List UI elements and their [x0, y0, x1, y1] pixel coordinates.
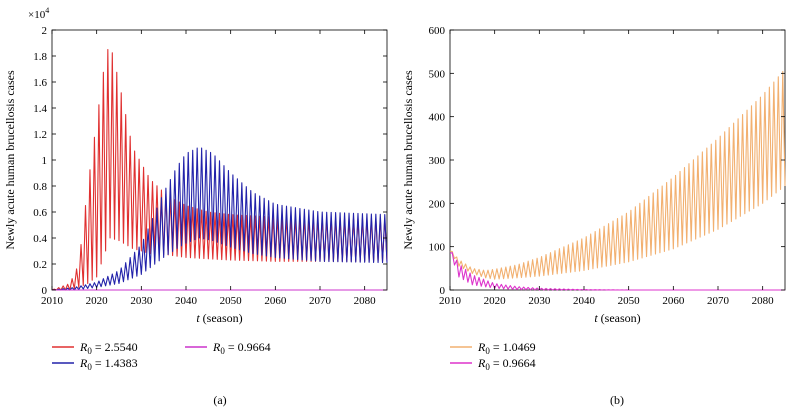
x-axis-label: t (season) [196, 311, 242, 325]
legend-label: R0 = 2.5540 [79, 340, 138, 356]
y-tick-label: 0.4 [33, 233, 47, 245]
y-tick-label: 1.4 [33, 103, 47, 115]
x-tick-label: 2060 [264, 295, 287, 307]
x-tick-label: 2030 [130, 295, 153, 307]
x-tick-label: 2070 [707, 295, 730, 307]
x-tick-label: 2020 [484, 295, 507, 307]
series-line-1 [449, 71, 786, 280]
y-axis-label: Newly acute human brucellosis cases [3, 70, 17, 250]
x-axis-label: t (season) [594, 311, 640, 325]
x-tick-label: 2010 [41, 295, 64, 307]
legend-label: R0 = 1.4383 [79, 356, 138, 372]
chart-panel-1: 2010 2020 2030 2040 2050 2060 2070 2080 0 0.2 0.4 0… [3, 6, 388, 407]
y-tick-label: 0 [42, 285, 48, 297]
x-tick-label: 2050 [618, 295, 641, 307]
y-tick-label: 2 [42, 25, 48, 37]
y-tick-label: 100 [429, 242, 446, 254]
x-tick-label: 2080 [354, 295, 377, 307]
y-tick-label: 600 [429, 25, 446, 37]
x-tick-label: 2040 [573, 295, 596, 307]
x-tick-label: 2040 [175, 295, 198, 307]
y-tick-label: 1.6 [33, 77, 47, 89]
y-axis-label: Newly acute human brucellosis cases [401, 70, 415, 250]
y-tick-label: 0.2 [33, 259, 47, 271]
panel-label: (b) [610, 393, 624, 407]
panel-label: (a) [213, 393, 226, 407]
x-tick-label: 2070 [309, 295, 332, 307]
y-tick-label: 0 [440, 285, 446, 297]
y-tick-label: 500 [429, 68, 446, 80]
legend-label: R0 = 1.0469 [477, 340, 536, 356]
x-tick-label: 2080 [752, 295, 775, 307]
y-tick-label: 1.8 [33, 51, 47, 63]
chart-panel-2: 2010 2020 2030 2040 2050 2060 2070 2080 0 100 200 3… [401, 25, 786, 407]
y-tick-label: 1 [42, 155, 48, 167]
y-tick-label: 300 [429, 155, 446, 167]
legend-label: R0 = 0.9664 [477, 356, 536, 372]
y-tick-label: 200 [429, 198, 446, 210]
y-tick-label: 400 [429, 112, 446, 124]
y-tick-label: 1.2 [33, 129, 47, 141]
x-tick-label: 2050 [220, 295, 243, 307]
series-line-2 [449, 252, 785, 291]
x-tick-label: 2020 [86, 295, 109, 307]
y-tick-label: 0.8 [33, 181, 47, 193]
legend-label: R0 = 0.9664 [212, 340, 271, 356]
x-tick-label: 2010 [439, 295, 462, 307]
y-exponent-label: ×104 [28, 6, 49, 21]
series-line-2 [51, 147, 388, 291]
y-tick-label: 0.6 [33, 207, 47, 219]
x-tick-label: 2060 [662, 295, 685, 307]
x-tick-label: 2030 [528, 295, 551, 307]
